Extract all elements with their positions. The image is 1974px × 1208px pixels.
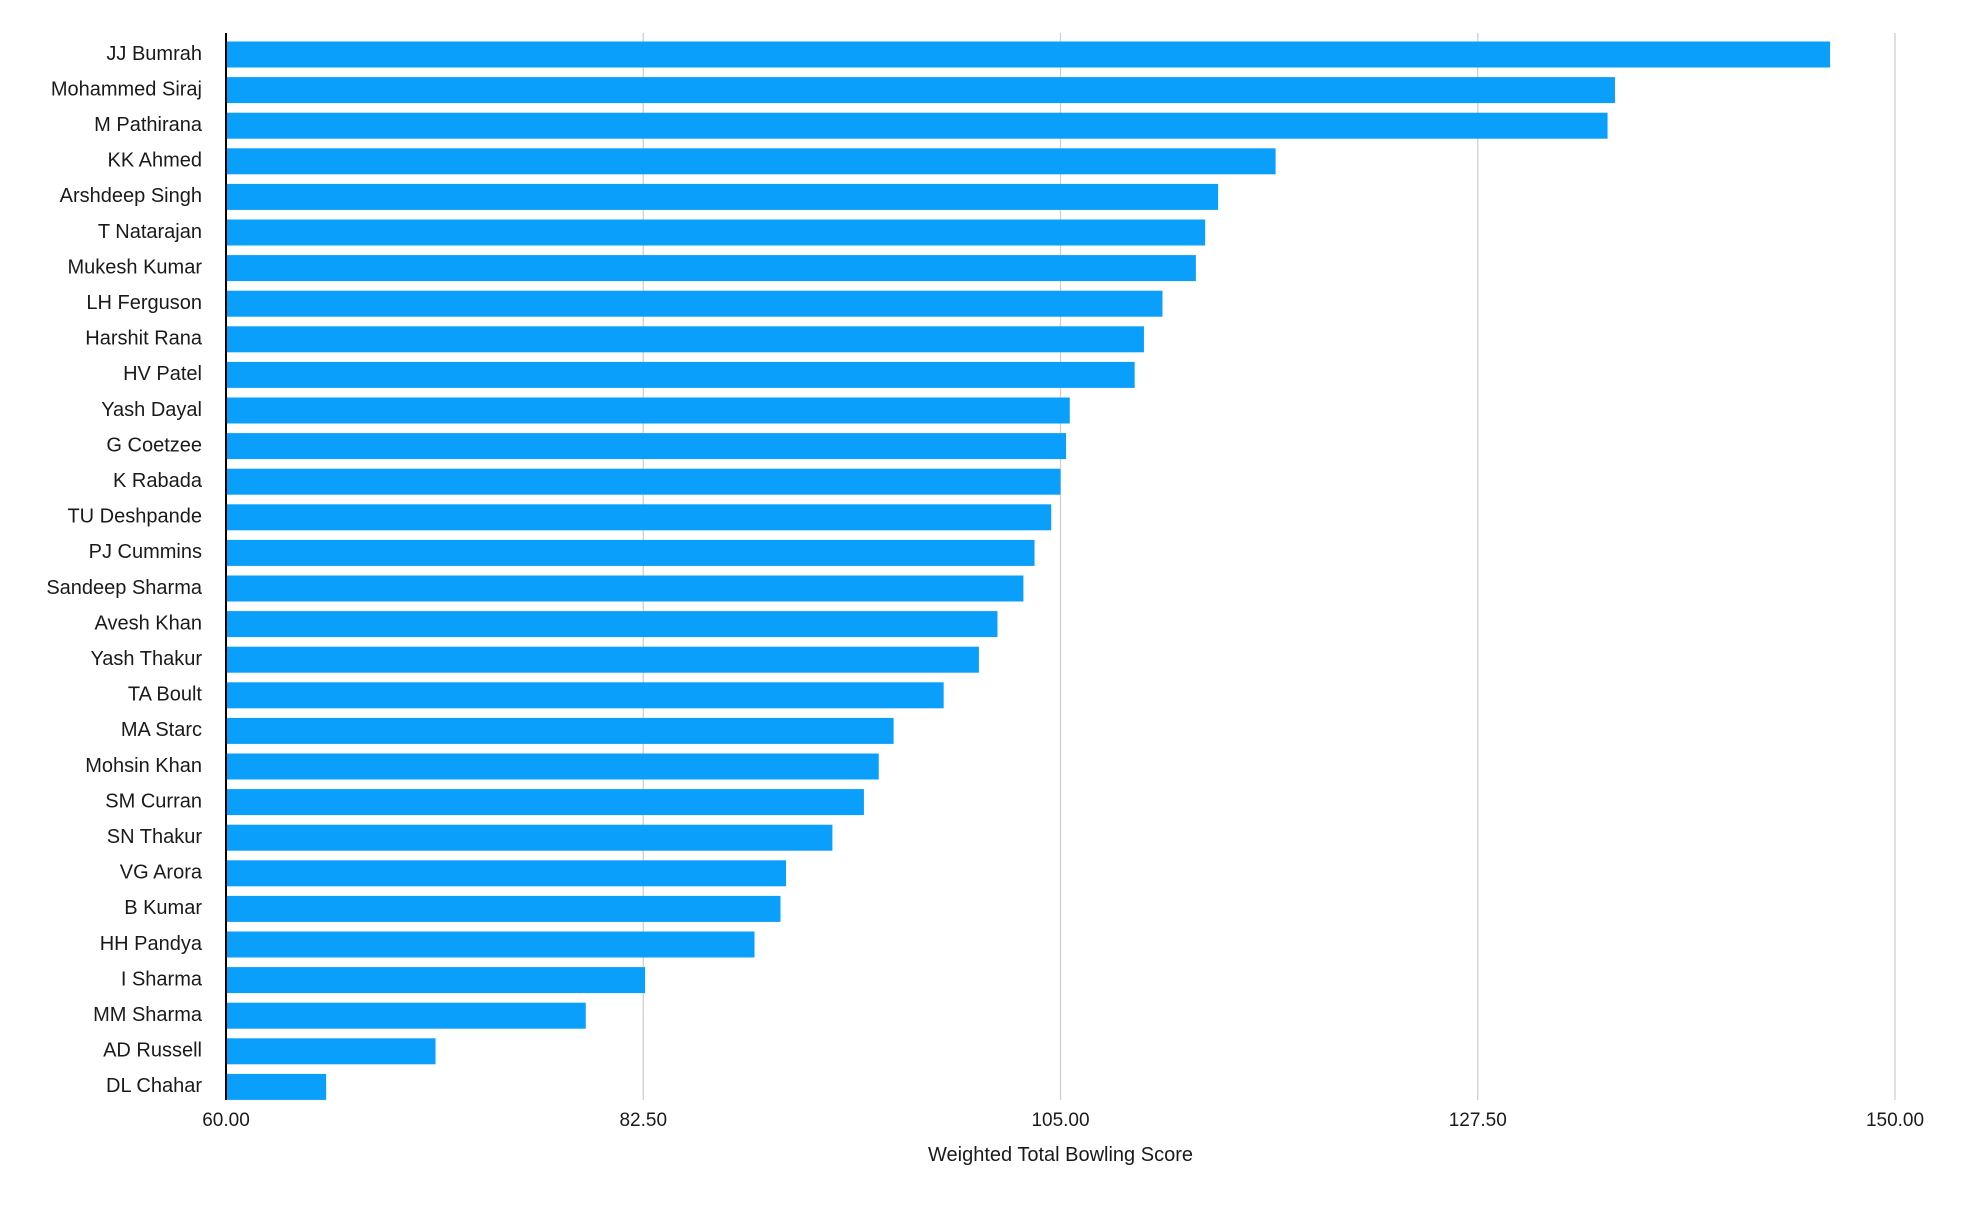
bar <box>226 646 979 673</box>
x-tick-label: 82.50 <box>619 1110 667 1131</box>
category-label: T Natarajan <box>98 221 202 243</box>
category-label: MM Sharma <box>93 1004 203 1026</box>
category-label: TA Boult <box>128 684 203 706</box>
bar <box>226 1002 586 1029</box>
category-label: AD Russell <box>103 1040 202 1062</box>
category-label: M Pathirana <box>94 114 203 136</box>
bar <box>226 77 1615 104</box>
x-axis-title: Weighted Total Bowling Score <box>928 1144 1193 1166</box>
category-label: Arshdeep Singh <box>60 185 202 207</box>
bar <box>226 967 646 994</box>
category-label: HH Pandya <box>100 933 203 955</box>
bar <box>226 575 1024 602</box>
category-label: I Sharma <box>121 968 203 990</box>
category-label: SM Curran <box>105 790 202 812</box>
bar <box>226 397 1070 424</box>
bar <box>226 789 864 816</box>
bar <box>226 504 1052 531</box>
category-label: Avesh Khan <box>95 612 203 634</box>
bar <box>226 255 1196 282</box>
bar <box>226 539 1035 566</box>
bar <box>226 682 944 709</box>
category-label: Yash Dayal <box>101 399 202 421</box>
bar <box>226 895 781 922</box>
x-tick-label: 127.50 <box>1449 1110 1507 1131</box>
x-tick-label: 105.00 <box>1031 1110 1089 1131</box>
bars <box>226 41 1831 1100</box>
category-label: B Kumar <box>124 897 202 919</box>
category-label: VG Arora <box>120 862 203 884</box>
category-label: Mohammed Siraj <box>51 78 202 100</box>
category-label: DL Chahar <box>106 1075 202 1097</box>
bar <box>226 860 787 887</box>
category-label: TU Deshpande <box>67 506 202 528</box>
bar <box>226 468 1061 495</box>
bar <box>226 1073 327 1100</box>
bar <box>226 112 1608 139</box>
category-labels: JJ Bumrah Mohammed Siraj M Pathirana KK Ahm… <box>46 43 203 1097</box>
category-label: Harshit Rana <box>85 328 203 350</box>
bar <box>226 148 1276 175</box>
category-label: Mukesh Kumar <box>68 256 203 278</box>
category-label: MA Starc <box>121 719 202 741</box>
bar <box>226 433 1067 460</box>
gridlines <box>642 33 1896 1100</box>
bar <box>226 611 998 638</box>
bar <box>226 1038 436 1065</box>
bar <box>226 183 1219 210</box>
category-label: SN Thakur <box>107 826 203 848</box>
bar <box>226 931 755 958</box>
bar <box>226 326 1144 353</box>
bar <box>226 361 1135 388</box>
x-tick-label: 150.00 <box>1866 1110 1924 1131</box>
bar <box>226 717 894 744</box>
bar <box>226 753 879 780</box>
category-label: PJ Cummins <box>89 541 202 563</box>
category-label: LH Ferguson <box>86 292 202 314</box>
category-label: Yash Thakur <box>90 648 202 670</box>
category-label: Mohsin Khan <box>85 755 202 777</box>
category-label: K Rabada <box>113 470 203 492</box>
category-label: HV Patel <box>123 363 202 385</box>
category-label: Sandeep Sharma <box>46 577 203 599</box>
bar <box>226 824 833 851</box>
bar <box>226 290 1163 317</box>
category-label: G Coetzee <box>106 434 202 456</box>
x-tick-label: 60.00 <box>202 1110 250 1131</box>
bar <box>226 41 1831 68</box>
category-label: JJ Bumrah <box>106 43 202 65</box>
x-axis-ticks: 60.00 82.50 105.00 127.50 150.00 <box>202 1110 1924 1131</box>
bar <box>226 219 1206 246</box>
category-label: KK Ahmed <box>107 150 202 172</box>
